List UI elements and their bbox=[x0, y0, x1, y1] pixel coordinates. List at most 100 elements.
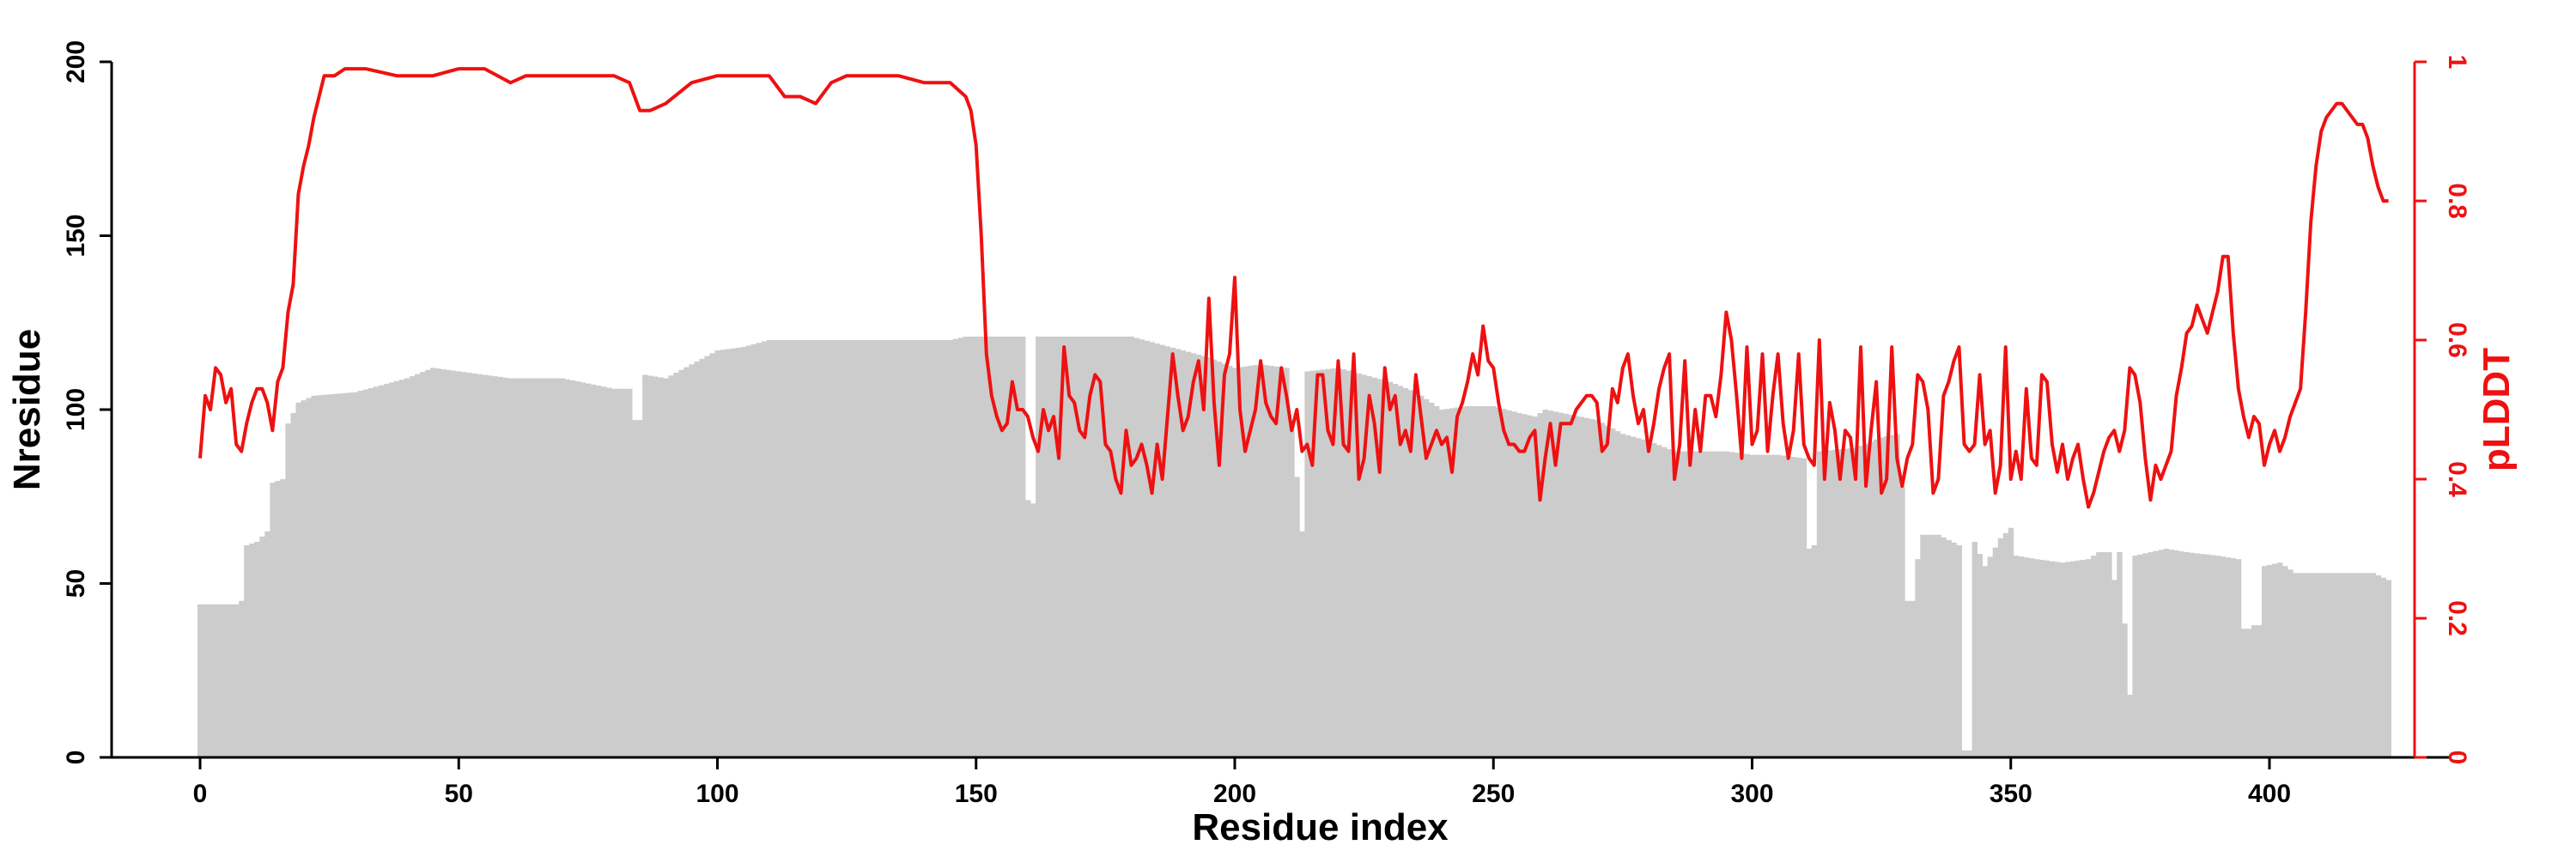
bar bbox=[776, 340, 783, 757]
bar bbox=[802, 340, 809, 757]
bar bbox=[2293, 573, 2299, 757]
bar bbox=[1231, 368, 1238, 757]
bar bbox=[549, 378, 556, 757]
bar bbox=[1806, 549, 1813, 757]
bar bbox=[440, 369, 447, 757]
bar bbox=[735, 347, 742, 757]
bar bbox=[2266, 564, 2273, 757]
bar bbox=[932, 340, 938, 757]
bar bbox=[1397, 386, 1404, 757]
bar bbox=[952, 338, 959, 757]
bar bbox=[988, 336, 995, 757]
bar bbox=[1279, 367, 1285, 757]
x-tick-label: 150 bbox=[955, 780, 998, 808]
bar bbox=[911, 340, 917, 757]
bar bbox=[451, 370, 457, 757]
bar bbox=[2230, 558, 2237, 757]
bar bbox=[2028, 558, 2035, 757]
bar bbox=[1108, 336, 1114, 757]
bar bbox=[678, 369, 684, 757]
bar bbox=[513, 378, 519, 757]
bar bbox=[1977, 554, 1984, 757]
bar bbox=[1475, 405, 1481, 757]
bar bbox=[1852, 447, 1859, 757]
bar bbox=[595, 386, 602, 757]
bar bbox=[1749, 454, 1755, 757]
bar bbox=[2303, 573, 2309, 757]
bar bbox=[1097, 336, 1103, 757]
bar bbox=[1558, 412, 1564, 757]
bar bbox=[740, 347, 747, 757]
bar bbox=[1858, 446, 1864, 757]
bar bbox=[580, 382, 586, 757]
bar bbox=[1056, 336, 1062, 757]
bar bbox=[357, 391, 364, 757]
bar bbox=[1982, 566, 1989, 757]
bar bbox=[301, 400, 307, 757]
bar bbox=[208, 604, 214, 757]
bar bbox=[1920, 534, 1926, 757]
bar bbox=[1868, 441, 1874, 757]
bar bbox=[1682, 451, 1688, 757]
bar bbox=[2173, 550, 2179, 757]
bar bbox=[2189, 552, 2196, 757]
bar bbox=[839, 340, 845, 757]
bar bbox=[2215, 556, 2221, 757]
bar bbox=[244, 544, 250, 757]
y-left-tick-label: 100 bbox=[62, 388, 90, 431]
bar bbox=[213, 604, 219, 757]
bar bbox=[849, 340, 855, 757]
bar bbox=[2194, 553, 2201, 757]
bar bbox=[2111, 580, 2117, 757]
bar bbox=[393, 380, 400, 757]
bar bbox=[1884, 436, 1890, 757]
bar bbox=[311, 395, 317, 757]
bar bbox=[1847, 448, 1854, 757]
bar bbox=[528, 378, 535, 757]
bar bbox=[1930, 534, 1936, 757]
y-right-tick-label: 0 bbox=[2443, 751, 2471, 765]
bar bbox=[1992, 547, 1999, 757]
bar bbox=[259, 536, 265, 757]
bar bbox=[1273, 366, 1279, 757]
bar bbox=[906, 340, 912, 757]
bar bbox=[1552, 411, 1558, 757]
bar bbox=[1718, 451, 1724, 757]
bar bbox=[1625, 435, 1631, 757]
bar bbox=[642, 374, 648, 757]
bar bbox=[1640, 439, 1647, 757]
bar bbox=[1356, 373, 1363, 757]
bar bbox=[1376, 379, 1383, 757]
bar bbox=[1149, 342, 1156, 757]
bar bbox=[1263, 365, 1269, 757]
bar bbox=[1951, 542, 1957, 757]
bar bbox=[502, 377, 508, 757]
bar bbox=[1309, 370, 1315, 757]
bar bbox=[1708, 451, 1714, 757]
bar bbox=[1154, 343, 1161, 757]
bar bbox=[264, 531, 270, 757]
bar bbox=[1346, 370, 1352, 757]
bar bbox=[2059, 562, 2066, 757]
bar bbox=[1568, 415, 1575, 757]
bar bbox=[1455, 407, 1461, 757]
bar bbox=[1961, 750, 1967, 757]
bar bbox=[2349, 573, 2355, 757]
bar bbox=[1402, 387, 1409, 757]
bar bbox=[2318, 573, 2324, 757]
bar bbox=[564, 379, 571, 757]
bar bbox=[1061, 336, 1067, 757]
bar bbox=[2153, 550, 2159, 757]
bar bbox=[834, 340, 840, 757]
bar bbox=[1315, 370, 1321, 757]
bar bbox=[1299, 531, 1305, 757]
bar bbox=[2075, 560, 2081, 757]
bar bbox=[1175, 349, 1182, 757]
bar bbox=[1826, 450, 1833, 757]
bar bbox=[487, 375, 493, 757]
bar bbox=[554, 378, 561, 757]
y-left-axis-title: Nresidue bbox=[6, 329, 48, 490]
x-tick-label: 200 bbox=[1213, 780, 1256, 808]
bar bbox=[2344, 573, 2350, 757]
bar bbox=[1563, 413, 1570, 757]
